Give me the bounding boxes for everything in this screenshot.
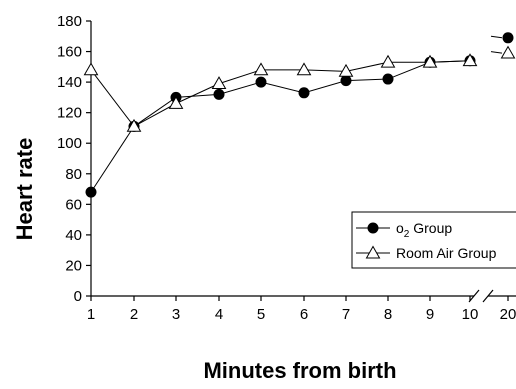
data-point-room-air xyxy=(462,53,478,67)
legend: o2 Group Room Air Group xyxy=(351,211,516,269)
data-point-o2 xyxy=(340,75,352,87)
legend-label-o2: o2 Group xyxy=(396,220,452,240)
legend-label-o2-suffix: Group xyxy=(409,220,452,236)
data-point-o2 xyxy=(255,76,267,88)
y-tick-label: 0 xyxy=(74,288,82,305)
y-tick-label: 60 xyxy=(65,196,82,213)
data-point-room-air xyxy=(126,118,142,132)
x-axis-title: Minutes from birth xyxy=(203,358,396,383)
x-tick-label: 3 xyxy=(172,306,180,323)
data-point-room-air xyxy=(168,95,184,109)
x-tick-label: 9 xyxy=(426,306,434,323)
legend-marker-room-air xyxy=(365,245,381,259)
data-point-room-air xyxy=(380,54,396,68)
series-line-o2 xyxy=(90,60,471,193)
series-line-room-air xyxy=(90,60,471,128)
legend-label-room-air: Room Air Group xyxy=(396,245,497,261)
data-point-room-air xyxy=(211,76,227,90)
axes: 0 20 40 60 80 100 120 140 160 180 1 2 3 4 5 6 7 8 9 10 20 xyxy=(57,13,516,323)
data-point-o2 xyxy=(382,73,394,85)
y-tick-label: 160 xyxy=(57,44,82,61)
series-stub-room-air xyxy=(490,51,503,54)
data-point-room-air xyxy=(296,62,312,76)
data-point-o2 xyxy=(298,87,310,99)
data-point-o2 xyxy=(213,88,225,100)
x-tick-label: 20 xyxy=(500,306,516,323)
y-tick-label: 140 xyxy=(57,74,82,91)
legend-label-o2-prefix: o xyxy=(396,220,404,236)
y-tick-label: 120 xyxy=(57,105,82,122)
axis-break-mark-right xyxy=(482,289,494,303)
x-tick-label: 8 xyxy=(384,306,392,323)
x-tick-label: 6 xyxy=(300,306,308,323)
legend-label-o2-subscript: 2 xyxy=(404,229,410,240)
data-point-room-air xyxy=(338,63,354,77)
data-point-room-air xyxy=(253,62,269,76)
data-point-o2 xyxy=(502,32,514,44)
data-point-room-air xyxy=(422,54,438,68)
y-tick-label: 180 xyxy=(57,13,82,30)
x-tick-label: 7 xyxy=(342,306,350,323)
y-tick-label: 40 xyxy=(65,227,82,244)
x-tick-label: 10 xyxy=(462,306,479,323)
data-point-o2 xyxy=(85,186,97,198)
series-layer xyxy=(83,32,516,198)
series-stub-o2 xyxy=(490,35,503,39)
x-tick-label: 5 xyxy=(257,306,265,323)
y-axis-title: Heart rate xyxy=(12,138,37,241)
y-tick-label: 100 xyxy=(57,135,82,152)
x-tick-label: 2 xyxy=(130,306,138,323)
data-point-room-air xyxy=(83,62,99,76)
y-tick-label: 80 xyxy=(65,166,82,183)
data-point-room-air xyxy=(500,45,516,59)
legend-box xyxy=(351,211,516,269)
y-tick-label: 20 xyxy=(65,257,82,274)
x-tick-label: 4 xyxy=(215,306,223,323)
legend-marker-o2 xyxy=(367,222,379,234)
x-tick-label: 1 xyxy=(87,306,95,323)
axis-break-mark-left xyxy=(468,289,480,303)
